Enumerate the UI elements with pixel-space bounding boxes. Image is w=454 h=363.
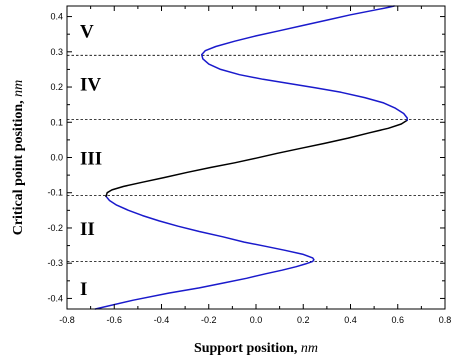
x-tick-label: 0.2 xyxy=(297,315,310,325)
y-tick-label: -0.3 xyxy=(47,258,63,268)
y-tick-label: 0.0 xyxy=(50,153,63,163)
x-tick-label: -0.6 xyxy=(106,315,122,325)
x-axis-label: Support position xyxy=(194,341,294,356)
y-axis-title: Critical point position, nm xyxy=(11,80,26,236)
curve-series xyxy=(94,5,408,310)
y-axis: -0.4 -0.3 -0.2 -0.1 0.0 0.1 0.2 0.3 0.4 xyxy=(47,12,445,303)
region-label-i: I xyxy=(80,279,87,300)
curve-segment-1 xyxy=(94,195,315,310)
y-axis-comma: , xyxy=(11,97,26,104)
y-axis-unit: nm xyxy=(11,80,26,97)
x-axis-title: Support position, nm xyxy=(194,341,318,356)
region-label-v: V xyxy=(80,22,94,43)
region-label-iv: IV xyxy=(80,75,101,96)
curve-segment-2 xyxy=(105,119,408,198)
y-tick-label: 0.3 xyxy=(50,47,63,57)
y-tick-label: 0.4 xyxy=(50,12,63,22)
x-tick-label: -0.8 xyxy=(59,315,75,325)
curve-segment-3 xyxy=(200,5,408,121)
x-axis-comma: , xyxy=(294,341,301,356)
x-tick-label: 0.4 xyxy=(344,315,357,325)
y-tick-label: 0.2 xyxy=(50,82,63,92)
x-tick-label: 0.6 xyxy=(391,315,404,325)
region-label-ii: II xyxy=(80,219,95,240)
y-tick-label: 0.1 xyxy=(50,117,63,127)
y-axis-label: Critical point position xyxy=(11,104,26,236)
reference-lines xyxy=(67,54,445,262)
x-tick-label: 0.0 xyxy=(250,315,263,325)
x-tick-label: 0.8 xyxy=(439,315,452,325)
y-tick-label: -0.2 xyxy=(47,223,63,233)
region-label-iii: III xyxy=(80,149,102,170)
x-axis: -0.8 -0.6 -0.4 -0.2 0.0 0.2 0.4 0.6 0.8 xyxy=(59,6,451,325)
y-tick-label: -0.1 xyxy=(47,188,63,198)
x-tick-label: -0.4 xyxy=(154,315,170,325)
x-tick-label: -0.2 xyxy=(201,315,217,325)
y-tick-label: -0.4 xyxy=(47,293,63,303)
x-axis-unit: nm xyxy=(301,341,318,356)
